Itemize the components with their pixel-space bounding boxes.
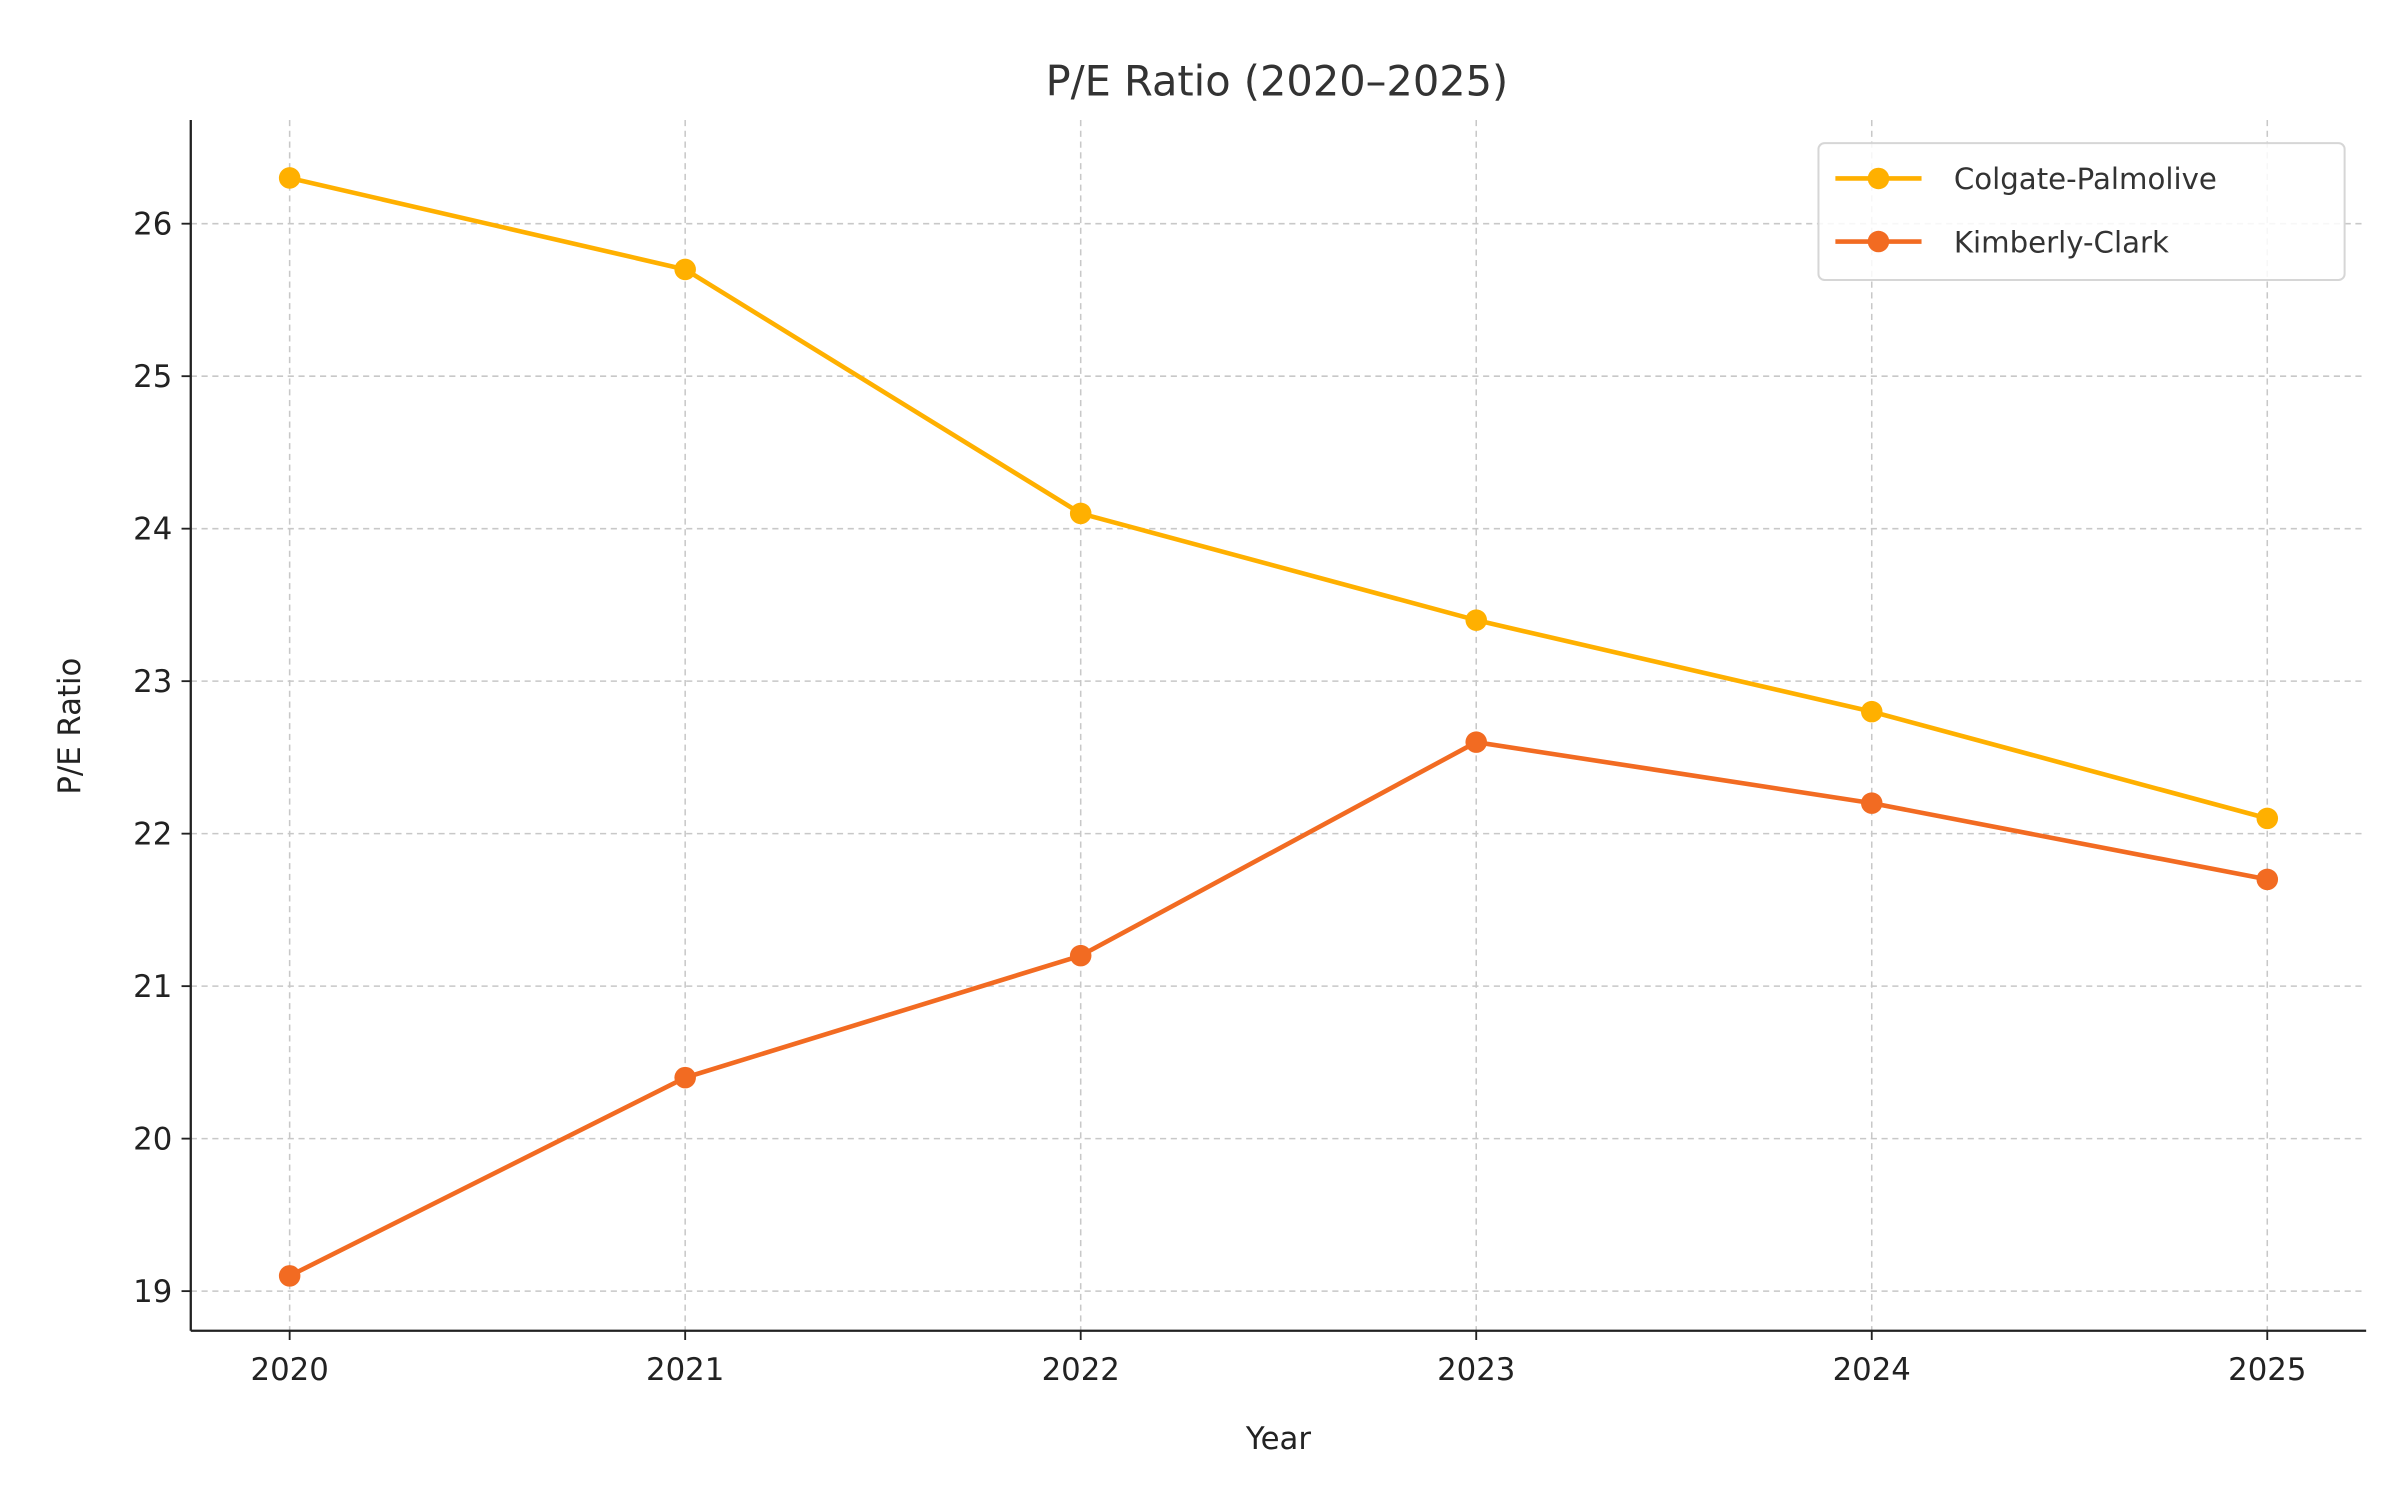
data-point-colgate-palmolive (674, 258, 696, 281)
x-tick-label: 2021 (646, 1352, 724, 1388)
data-point-colgate-palmolive (1465, 609, 1487, 631)
y-tick-label: 19 (133, 1274, 172, 1310)
series-group (278, 167, 2279, 1287)
data-point-kimberly-clark (2256, 868, 2279, 891)
data-point-kimberly-clark (674, 1066, 696, 1089)
x-tick-label: 2024 (1833, 1352, 1911, 1388)
data-point-kimberly-clark (1465, 731, 1487, 753)
data-point-kimberly-clark (1860, 792, 1883, 814)
y-tick-label: 24 (133, 511, 172, 547)
x-tick-label: 2022 (1042, 1352, 1120, 1388)
legend-label: Colgate-Palmolive (1954, 162, 2217, 196)
axes (189, 120, 2367, 1332)
legend-box (1817, 142, 2346, 281)
legend-marker (1867, 167, 1890, 190)
chart-title: P/E Ratio (2020–2025) (1046, 56, 1509, 105)
y-tick-label: 25 (133, 359, 172, 395)
grid (190, 120, 2367, 1331)
y-tick-label: 20 (133, 1121, 172, 1157)
x-axis-label: Year (1245, 1421, 1311, 1457)
series-line-colgate-palmolive (289, 175, 2268, 821)
y-tick-label: 23 (133, 664, 172, 700)
y-tick-label: 21 (133, 969, 172, 1005)
legend: Colgate-Palmolive Kimberly-Clark (1817, 142, 2346, 281)
data-point-colgate-palmolive (1069, 502, 1092, 525)
y-axis-label: P/E Ratio (52, 658, 88, 795)
legend-label: Kimberly-Clark (1954, 225, 2169, 259)
x-tick-label: 2020 (251, 1352, 329, 1388)
data-point-kimberly-clark (1069, 944, 1092, 967)
y-tick-label: 22 (133, 816, 172, 852)
x-tick-label: 2023 (1437, 1352, 1515, 1388)
y-tick-label: 26 (133, 206, 172, 242)
data-point-kimberly-clark (278, 1265, 301, 1287)
legend-marker (1867, 230, 1890, 253)
data-point-colgate-palmolive (1860, 700, 1883, 723)
series-line-kimberly-clark (288, 739, 2268, 1278)
x-tick-label: 2025 (2228, 1352, 2306, 1388)
data-point-colgate-palmolive (2256, 807, 2279, 830)
data-point-colgate-palmolive (278, 167, 301, 189)
